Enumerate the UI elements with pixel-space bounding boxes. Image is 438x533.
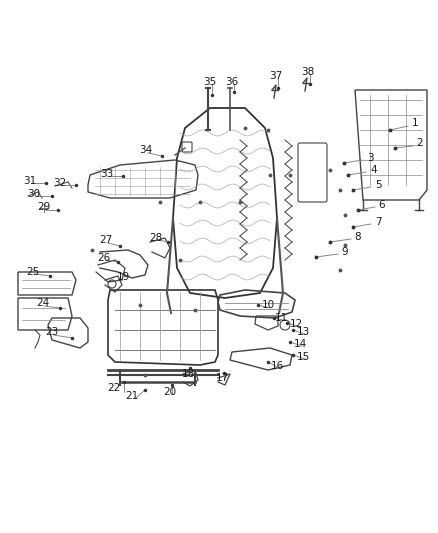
Text: 3: 3: [367, 153, 373, 163]
Text: 1: 1: [412, 118, 418, 128]
Text: 12: 12: [290, 319, 303, 329]
Text: 31: 31: [23, 176, 37, 186]
Text: 10: 10: [261, 300, 275, 310]
Text: 6: 6: [379, 200, 385, 210]
Text: 23: 23: [46, 327, 59, 337]
Text: 34: 34: [139, 145, 152, 155]
Text: 9: 9: [342, 247, 348, 257]
Text: 25: 25: [26, 267, 39, 277]
Text: 28: 28: [149, 233, 162, 243]
Text: 27: 27: [99, 235, 113, 245]
Text: 4: 4: [371, 165, 377, 175]
Text: 17: 17: [215, 373, 229, 383]
Text: 37: 37: [269, 71, 283, 81]
Text: 26: 26: [97, 253, 111, 263]
Text: 29: 29: [37, 202, 51, 212]
Text: 22: 22: [107, 383, 120, 393]
Text: 11: 11: [274, 313, 288, 323]
Text: 33: 33: [100, 169, 113, 179]
Text: 18: 18: [181, 369, 194, 379]
Text: 19: 19: [117, 272, 130, 282]
Text: 24: 24: [36, 298, 49, 308]
Text: 13: 13: [297, 327, 310, 337]
Text: 21: 21: [125, 391, 138, 401]
Text: 35: 35: [203, 77, 217, 87]
Text: 2: 2: [417, 138, 423, 148]
Text: 30: 30: [28, 189, 41, 199]
Text: 5: 5: [374, 180, 381, 190]
Text: 38: 38: [301, 67, 314, 77]
Text: 32: 32: [53, 178, 67, 188]
Text: 20: 20: [163, 387, 177, 397]
Text: 7: 7: [374, 217, 381, 227]
Text: 14: 14: [293, 339, 307, 349]
Text: 36: 36: [226, 77, 239, 87]
Text: 8: 8: [355, 232, 361, 242]
Text: 16: 16: [270, 361, 284, 371]
Text: 15: 15: [297, 352, 310, 362]
